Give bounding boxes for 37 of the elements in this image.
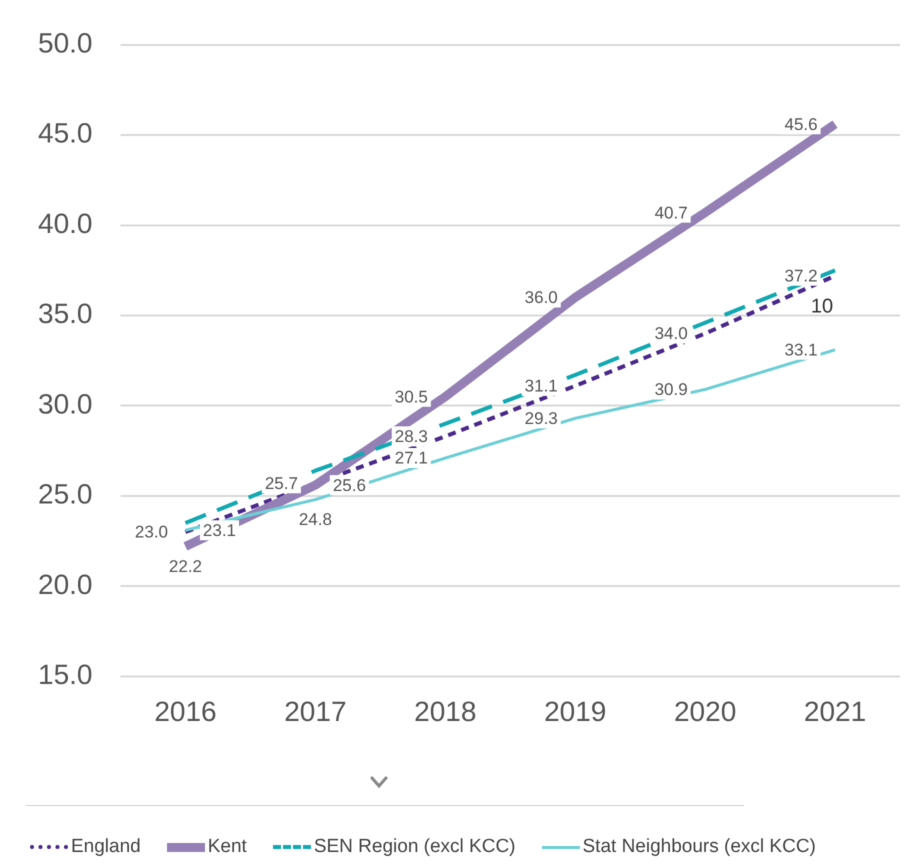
data-label: 23.0 xyxy=(134,522,168,542)
x-tick-label: 2016 xyxy=(154,696,217,727)
y-tick-label: 25.0 xyxy=(38,478,92,510)
y-tick-label: 35.0 xyxy=(38,298,92,330)
x-tick-label: 2021 xyxy=(804,696,866,727)
y-tick-label: 30.0 xyxy=(38,388,92,420)
legend-label: Kent xyxy=(208,836,247,858)
legend-label: Stat Neighbours (excl KCC) xyxy=(582,836,816,858)
data-label: 31.1 xyxy=(524,376,558,396)
x-tick-label: 2019 xyxy=(544,696,606,727)
data-label: 28.3 xyxy=(394,427,428,446)
x-tick-label: 2017 xyxy=(284,696,347,727)
data-label: 36.0 xyxy=(524,288,558,308)
y-tick-label: 40.0 xyxy=(38,208,92,239)
y-tick-label: 15.0 xyxy=(38,659,92,690)
data-label: 45.6 xyxy=(784,114,818,134)
data-label: 34.0 xyxy=(654,324,688,344)
y-tick-label: 50.0 xyxy=(38,28,92,59)
x-tick-label: 2020 xyxy=(674,696,736,727)
data-label: 23.1 xyxy=(202,520,236,540)
data-label: 25.6 xyxy=(332,476,366,495)
data-label: 22.2 xyxy=(168,557,202,576)
data-label: 33.1 xyxy=(784,340,818,360)
data-label: 27.1 xyxy=(394,448,428,468)
x-tick-label: 2018 xyxy=(414,696,476,727)
data-label: 30.9 xyxy=(654,380,688,400)
legend-label: England xyxy=(71,836,141,858)
y-tick-label: 45.0 xyxy=(38,118,92,149)
y-tick-label: 20.0 xyxy=(38,568,92,600)
annotation: 10 xyxy=(810,295,834,318)
legend-label: SEN Region (excl KCC) xyxy=(314,836,516,858)
data-label: 40.7 xyxy=(654,203,688,222)
data-label: 25.7 xyxy=(264,474,298,493)
data-label: 37.2 xyxy=(784,266,818,286)
data-label: 30.5 xyxy=(394,387,428,406)
data-label: 29.3 xyxy=(524,409,558,428)
data-label: 24.8 xyxy=(298,510,332,530)
